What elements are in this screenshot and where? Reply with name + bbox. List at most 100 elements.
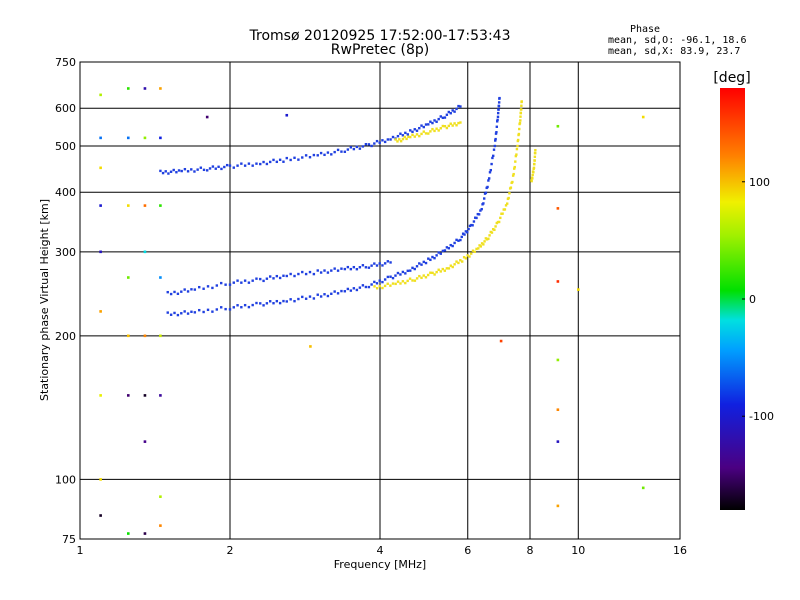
echo-point-x xyxy=(520,104,523,107)
echo-point-o xyxy=(497,108,500,111)
echo-point-o xyxy=(278,158,282,161)
echo-point-x xyxy=(443,269,447,272)
echo-point-o xyxy=(214,167,217,170)
scatter-point xyxy=(159,334,162,338)
echo-point-o xyxy=(370,144,373,148)
echo-point-x xyxy=(534,148,537,152)
echo-point-o xyxy=(312,153,316,157)
echo-point-o xyxy=(418,262,421,265)
scatter-point xyxy=(126,204,130,207)
echo-point-o xyxy=(375,282,379,285)
scatter-point xyxy=(143,394,147,397)
echo-point-o xyxy=(389,138,392,141)
scatter-point xyxy=(99,394,102,397)
echo-point-o xyxy=(496,115,500,119)
echo-point-x xyxy=(403,135,406,139)
echo-point-x xyxy=(378,284,382,288)
echo-point-o xyxy=(401,134,405,137)
echo-point-o xyxy=(373,262,376,265)
scatter-point xyxy=(641,115,645,119)
echo-point-o xyxy=(457,104,460,108)
scatter-point xyxy=(143,136,147,140)
plot-frame xyxy=(79,61,681,540)
echo-point-x xyxy=(468,255,471,258)
scatter-point xyxy=(99,204,102,207)
echo-point-o xyxy=(183,288,186,291)
echo-point-o xyxy=(319,295,323,298)
echo-point-o xyxy=(470,223,473,227)
echo-point-o xyxy=(173,290,176,294)
echo-point-x xyxy=(462,256,466,259)
scatter-point xyxy=(99,514,102,517)
echo-point-o xyxy=(336,292,340,295)
echo-point-o xyxy=(492,148,496,151)
echo-point-o xyxy=(190,288,193,291)
echo-point-o xyxy=(323,153,326,157)
scatter-point xyxy=(126,394,130,397)
echo-point-o xyxy=(297,297,300,301)
echo-point-o xyxy=(319,271,323,274)
echo-point-o xyxy=(495,131,498,134)
echo-point-o xyxy=(437,251,440,254)
scatter-point xyxy=(556,124,560,128)
echo-point-o xyxy=(415,129,419,132)
echo-point-o xyxy=(399,132,402,135)
echo-point-o xyxy=(228,308,232,311)
echo-point-x xyxy=(477,247,480,250)
scatter-point xyxy=(143,87,147,90)
x-tick-label: 6 xyxy=(464,544,471,557)
echo-point-o xyxy=(224,307,227,311)
plot-area: 1 2 4 6 8 10 16 750 600 500 400 300 200 100 75 xyxy=(55,56,687,557)
echo-point-o xyxy=(487,177,491,180)
echo-point-o xyxy=(364,285,368,289)
echo-point-o xyxy=(265,302,269,305)
echo-point-x xyxy=(445,267,449,270)
scatter-point xyxy=(126,276,130,279)
echo-point-x xyxy=(389,284,392,287)
echo-point-o xyxy=(386,275,390,279)
echo-point-o xyxy=(431,255,434,259)
echo-point-o xyxy=(457,239,460,242)
echo-point-o xyxy=(275,274,279,278)
echo-point-x xyxy=(381,286,384,290)
echo-point-o xyxy=(461,232,465,235)
echo-point-o xyxy=(375,264,379,267)
echo-point-o xyxy=(486,185,489,189)
echo-point-o xyxy=(370,264,373,267)
echo-point-x xyxy=(532,170,535,174)
echo-point-o xyxy=(205,169,209,172)
echo-point-o xyxy=(383,278,387,281)
echo-point-x xyxy=(517,132,521,136)
echo-point-o xyxy=(404,272,407,275)
echo-point-o xyxy=(413,128,416,131)
echo-point-o xyxy=(208,167,212,170)
echo-point-o xyxy=(186,290,190,293)
echo-point-o xyxy=(186,312,190,315)
echo-point-o xyxy=(383,140,387,144)
echo-point-x xyxy=(399,282,402,285)
echo-point-x xyxy=(396,280,400,283)
echo-point-o xyxy=(364,266,368,269)
echo-point-o xyxy=(352,147,356,151)
colorbar-tick-label: -100 xyxy=(749,410,774,423)
echo-point-x xyxy=(532,166,536,170)
echo-point-o xyxy=(198,285,201,289)
scatter-point xyxy=(99,136,102,140)
echo-point-o xyxy=(399,273,402,276)
echo-point-x xyxy=(373,285,376,288)
echo-point-o xyxy=(278,276,282,280)
chart-title: Tromsø 20120925 17:52:00-17:53:43 xyxy=(249,28,511,44)
echo-point-o xyxy=(262,160,265,164)
echo-point-o xyxy=(495,125,499,128)
echo-point-o xyxy=(381,280,384,284)
echo-point-o xyxy=(355,145,359,149)
echo-point-o xyxy=(167,172,170,175)
x-tick-label: 4 xyxy=(377,544,384,557)
echo-point-x xyxy=(418,134,421,138)
echo-point-o xyxy=(198,308,201,312)
echo-point-o xyxy=(435,254,438,257)
echo-point-o xyxy=(427,257,430,260)
echo-point-o xyxy=(493,144,497,148)
scatter-point xyxy=(159,495,162,498)
echo-point-o xyxy=(487,179,490,182)
